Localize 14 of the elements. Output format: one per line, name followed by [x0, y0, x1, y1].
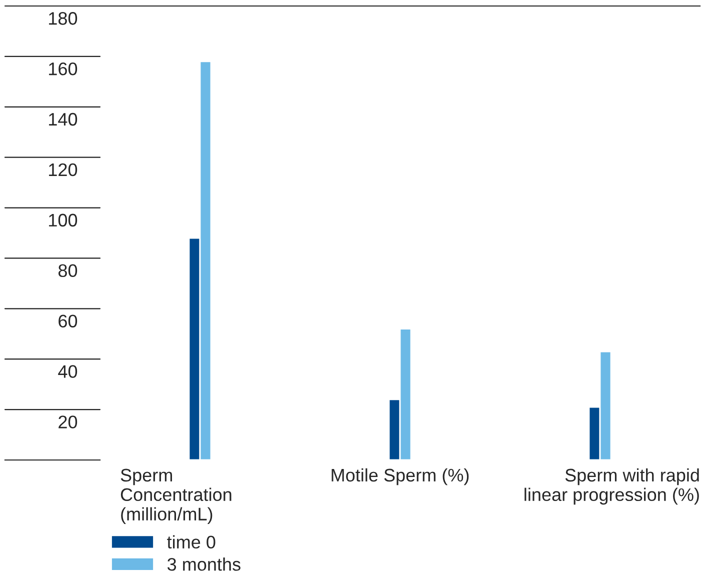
- y-tick-label: 180: [49, 12, 78, 25]
- y-tick-label: 120: [49, 163, 78, 176]
- y-tick-label: 100: [49, 214, 78, 227]
- x-tick-label: Sperm Concentration (million/mL): [120, 468, 232, 524]
- x-tick-label: Motile Sperm (%): [332, 468, 469, 486]
- x-tick-label: Sperm with rapid linear progression (%): [524, 468, 699, 505]
- y-tick-label: 80: [58, 264, 78, 278]
- legend-label: time 0: [167, 535, 216, 549]
- y-tick-label: 20: [58, 416, 78, 428]
- y-tick-label: 140: [49, 112, 78, 126]
- y-tick-label: 160: [49, 62, 78, 76]
- legend-label: 3 months: [167, 558, 240, 571]
- y-tick-label: 40: [58, 365, 78, 378]
- y-tick-label: 60: [58, 314, 78, 328]
